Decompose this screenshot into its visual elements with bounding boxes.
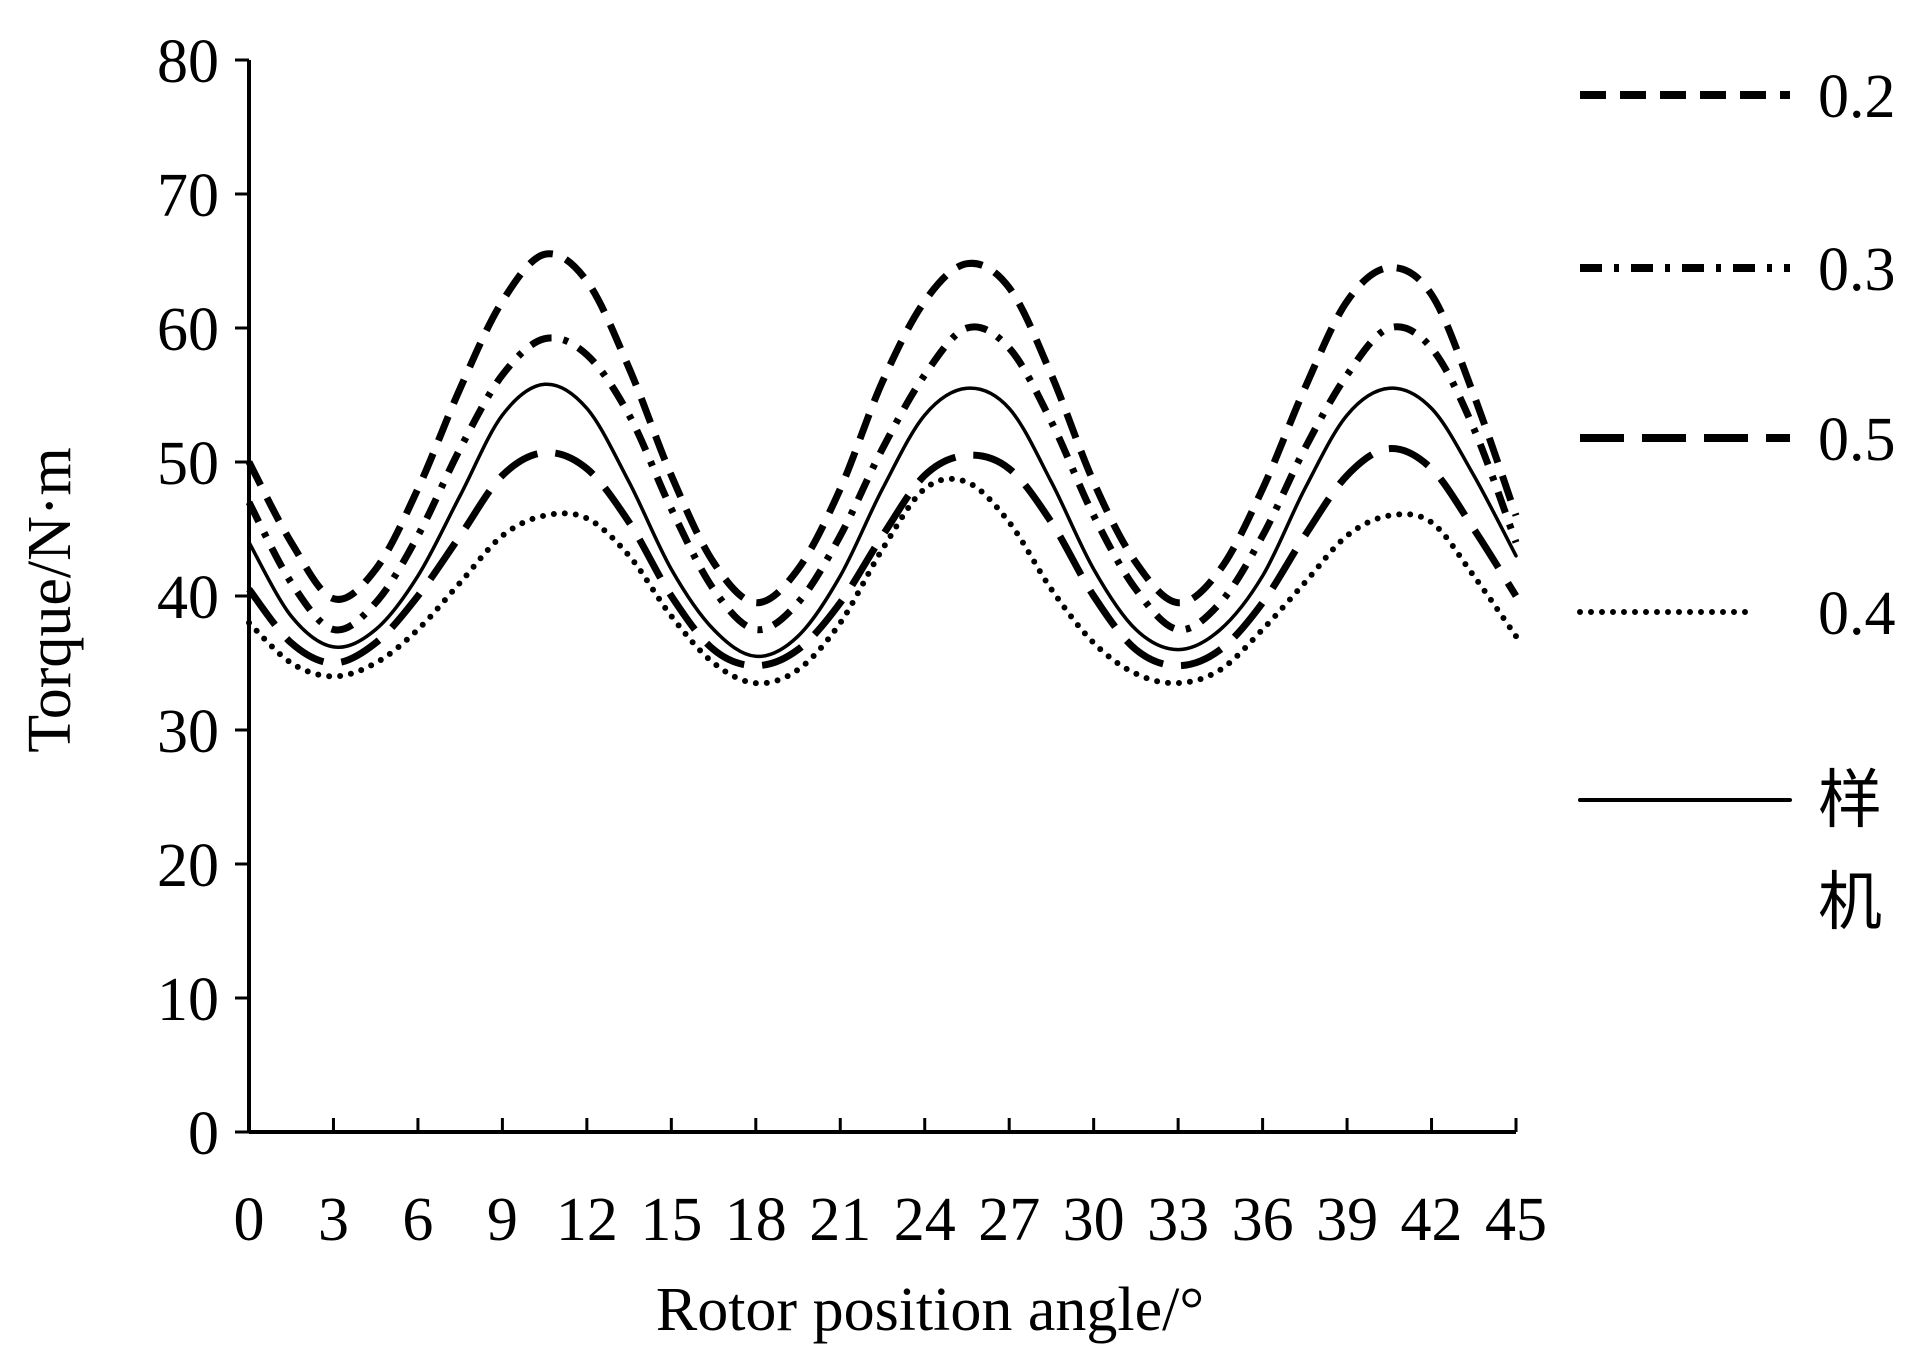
x-tick-label: 6 [402,1186,433,1254]
series-line-1 [245,323,1520,634]
legend-label: 0.4 [1818,580,1896,648]
series-line-3 [246,475,1519,687]
x-tick-label: 45 [1485,1186,1547,1254]
x-tick-label: 33 [1147,1186,1209,1254]
y-axis-label: Torque/N·m [16,447,84,753]
x-tick-label: 12 [556,1186,618,1254]
legend: 0.2 0.3 0.5 0.4 样机 [1577,63,1896,938]
y-tick-label: 60 [157,296,219,364]
x-axis-ticks: 0 3 6 9 12 15 18 21 24 27 30 33 36 39 42 45 [234,1118,1547,1254]
y-tick-label: 0 [188,1100,219,1168]
y-tick-label: 50 [157,430,219,498]
y-tick-label: 70 [157,162,219,230]
x-tick-label: 0 [234,1186,265,1254]
x-tick-label: 3 [318,1186,349,1254]
x-tick-label: 21 [809,1186,871,1254]
legend-label: 样机 [1818,765,1882,938]
series-lines [245,250,1520,687]
y-tick-label: 10 [157,966,219,1034]
x-tick-label: 30 [1063,1186,1125,1254]
axes [247,60,1516,1134]
x-tick-label: 36 [1232,1186,1294,1254]
series-line-0 [245,250,1520,607]
x-tick-label: 39 [1316,1186,1378,1254]
legend-label: 0.5 [1818,406,1896,474]
x-tick-label: 24 [894,1186,956,1254]
x-axis-label: Rotor position angle/° [656,1276,1204,1344]
y-axis-ticks: 0 10 20 30 40 50 60 70 80 [157,28,249,1168]
series-line-4 [247,382,1518,659]
y-tick-label: 40 [157,564,219,632]
legend-label: 0.2 [1818,63,1896,131]
x-tick-label: 27 [978,1186,1040,1254]
y-tick-label: 20 [157,832,219,900]
y-tick-label: 30 [157,698,219,766]
x-tick-label: 9 [487,1186,518,1254]
x-tick-label: 42 [1401,1186,1463,1254]
legend-label: 0.3 [1818,236,1896,304]
x-tick-label: 15 [640,1186,702,1254]
x-tick-label: 18 [725,1186,787,1254]
y-tick-label: 80 [157,28,219,96]
